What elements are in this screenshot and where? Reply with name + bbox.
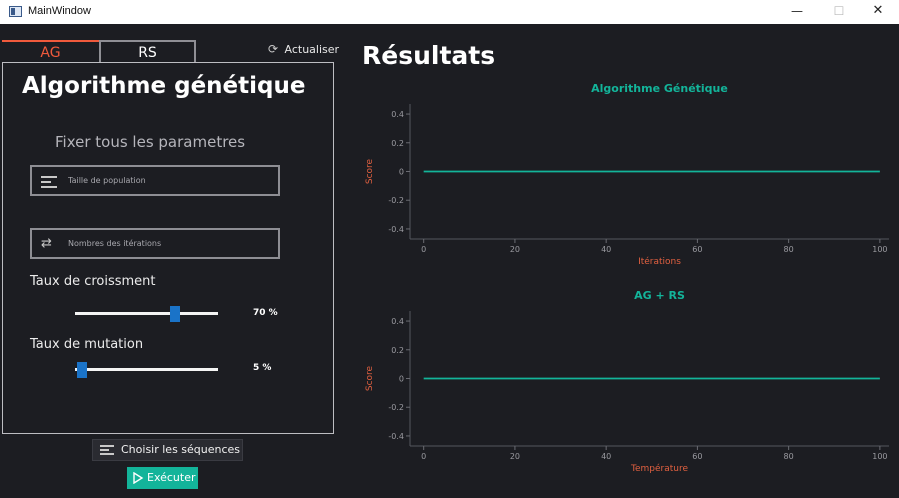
y-tick-label: -0.4 bbox=[388, 432, 404, 441]
y-tick-label: 0.2 bbox=[391, 139, 404, 148]
x-tick-label: 0 bbox=[421, 452, 426, 461]
chart-title: AG + RS bbox=[634, 289, 685, 302]
play-icon bbox=[133, 472, 144, 484]
x-tick-label: 80 bbox=[784, 245, 794, 254]
y-tick-label: 0 bbox=[399, 168, 404, 177]
mutation-rate-slider[interactable] bbox=[75, 362, 218, 378]
population-size-field[interactable] bbox=[30, 165, 280, 196]
slider-handle[interactable] bbox=[170, 306, 181, 322]
refresh-icon: ⟳ bbox=[268, 42, 279, 56]
y-tick-label: 0.4 bbox=[391, 317, 404, 326]
x-tick-label: 100 bbox=[872, 245, 887, 254]
window-title: MainWindow bbox=[28, 5, 91, 17]
y-tick-label: 0 bbox=[399, 375, 404, 384]
population-size-input[interactable] bbox=[68, 171, 273, 190]
y-axis-label: Score bbox=[365, 365, 375, 391]
growth-rate-label: Taux de croissment bbox=[30, 274, 156, 289]
growth-rate-value: 70 % bbox=[253, 308, 278, 318]
execute-button[interactable]: Exécuter bbox=[127, 467, 198, 489]
title-bar: MainWindow — ☐ ✕ bbox=[0, 0, 899, 24]
x-tick-label: 60 bbox=[692, 245, 702, 254]
iterations-input[interactable] bbox=[68, 234, 273, 253]
slider-track bbox=[75, 312, 218, 315]
x-tick-label: 80 bbox=[784, 452, 794, 461]
lines-icon bbox=[41, 173, 57, 189]
x-axis-label: Itérations bbox=[638, 256, 681, 267]
slider-handle[interactable] bbox=[77, 362, 88, 378]
x-tick-label: 0 bbox=[421, 245, 426, 254]
app-window-icon bbox=[9, 6, 22, 17]
y-tick-label: 0.2 bbox=[391, 346, 404, 355]
iterations-field[interactable]: ⇄ bbox=[30, 228, 280, 259]
mutation-rate-value: 5 % bbox=[253, 363, 272, 373]
chart-title: Algorithme Génétique bbox=[591, 82, 728, 95]
growth-rate-slider[interactable] bbox=[75, 306, 218, 322]
chart-genetic-algorithm: Algorithme Génétique 0.4 0.2 0 -0.2 -0.4 0 20 40… bbox=[365, 82, 889, 267]
cycle-icon: ⇄ bbox=[41, 236, 52, 251]
y-tick-label: -0.2 bbox=[388, 403, 404, 412]
x-tick-label: 20 bbox=[510, 452, 520, 461]
minimize-button[interactable]: — bbox=[791, 4, 803, 18]
y-tick-label: 0.4 bbox=[391, 110, 404, 119]
x-tick-label: 100 bbox=[872, 452, 887, 461]
y-axis-label: Score bbox=[365, 158, 375, 184]
refresh-label: Actualiser bbox=[284, 43, 340, 56]
mutation-rate-label: Taux de mutation bbox=[30, 337, 144, 352]
execute-label: Exécuter bbox=[147, 471, 196, 484]
refresh-button[interactable]: ⟳ Actualiser bbox=[268, 41, 339, 59]
x-tick-label: 20 bbox=[510, 245, 520, 254]
x-tick-label: 40 bbox=[601, 245, 611, 254]
panel-title: Algorithme génétique bbox=[22, 73, 306, 99]
lines-icon bbox=[100, 445, 114, 456]
tab-ag[interactable]: AG bbox=[2, 40, 99, 63]
slider-track bbox=[75, 368, 218, 371]
y-tick-label: -0.4 bbox=[388, 225, 404, 234]
close-button[interactable]: ✕ bbox=[872, 3, 884, 18]
x-tick-label: 40 bbox=[601, 452, 611, 461]
chart-ag-rs: AG + RS 0.4 0.2 0 -0.2 -0.4 0 20 40 60 80 100 Tempér… bbox=[365, 289, 889, 474]
choose-sequences-button[interactable]: Choisir les séquences bbox=[92, 439, 243, 461]
x-axis-label: Température bbox=[630, 463, 688, 474]
panel-subtitle: Fixer tous les parametres bbox=[55, 133, 246, 151]
results-title: Résultats bbox=[362, 41, 496, 70]
tab-rs[interactable]: RS bbox=[99, 40, 196, 63]
x-tick-label: 60 bbox=[692, 452, 702, 461]
choose-sequences-label: Choisir les séquences bbox=[121, 443, 241, 456]
y-tick-label: -0.2 bbox=[388, 196, 404, 205]
maximize-button[interactable]: ☐ bbox=[833, 4, 845, 18]
